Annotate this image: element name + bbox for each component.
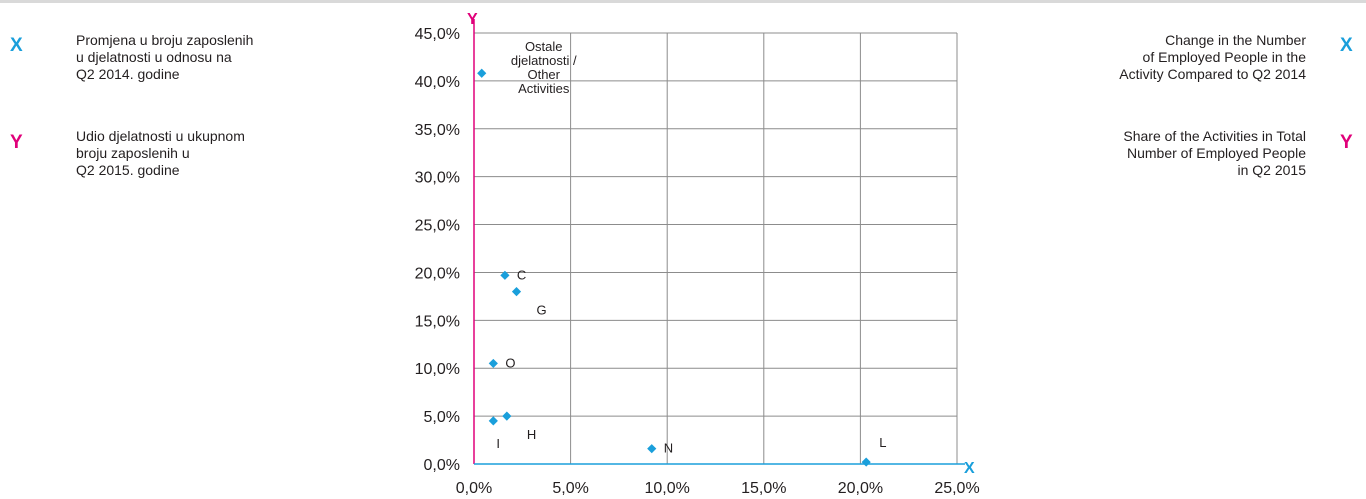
y-tick-label: 45,0%: [415, 26, 460, 43]
legend-x-text-left: Promjena u broju zaposlenih u djelatnost…: [76, 32, 254, 82]
legend-y-letter-left: Y: [10, 132, 23, 153]
y-tick-label: 5,0%: [424, 409, 460, 426]
legend-x-letter-left: X: [10, 35, 23, 56]
tick-labels: 0,0% 5,0% 10,0% 15,0% 20,0% 25,0% 30,0% 35,0% 40…: [415, 26, 980, 497]
legend-x-text-right: Change in the Number of Employed People …: [1119, 32, 1306, 82]
point-label: G: [537, 303, 547, 318]
y-tick-label: 20,0%: [415, 265, 460, 282]
data-point: [647, 444, 657, 454]
axes: YX: [467, 11, 975, 477]
y-tick-label: 30,0%: [415, 170, 460, 187]
point-label: Ostale djelatnosti / Other Activities: [511, 39, 577, 96]
grid: [474, 32, 958, 464]
point-label: L: [879, 435, 886, 450]
legend-y-text-right: Share of the Activities in Total Number …: [1123, 128, 1306, 178]
data-point: [502, 411, 512, 421]
point-label: O: [505, 355, 515, 370]
point-label: N: [664, 441, 673, 456]
data-point: [861, 457, 871, 467]
legend-y-text-left: Udio djelatnosti u ukupnom broju zaposle…: [76, 128, 245, 178]
x-tick-label: 15,0%: [741, 480, 786, 497]
y-axis-label: Y: [467, 11, 478, 28]
data-point: [477, 68, 487, 78]
data-point: [488, 416, 498, 426]
data-point: [500, 270, 510, 280]
data-point: [488, 358, 498, 369]
data-points: Ostale djelatnosti / Other Activities C G O H I N…: [477, 39, 886, 467]
top-rule: [0, 0, 1366, 3]
data-point: [511, 287, 522, 297]
point-label: I: [496, 436, 500, 451]
point-label: C: [517, 267, 526, 282]
x-tick-label: 25,0%: [934, 480, 979, 497]
legend-x-letter-right: X: [1340, 35, 1353, 56]
point-label: H: [527, 427, 536, 442]
x-tick-label: 0,0%: [456, 480, 492, 497]
y-tick-label: 10,0%: [415, 361, 460, 378]
y-tick-label: 35,0%: [415, 122, 460, 139]
x-tick-label: 20,0%: [838, 480, 883, 497]
y-tick-label: 0,0%: [424, 457, 460, 474]
y-tick-label: 15,0%: [415, 313, 460, 330]
x-tick-label: 10,0%: [645, 480, 690, 497]
legend-y-letter-right: Y: [1340, 132, 1353, 153]
x-axis-label: X: [964, 460, 975, 477]
y-tick-label: 25,0%: [415, 218, 460, 235]
y-tick-label: 40,0%: [415, 74, 460, 91]
x-tick-label: 5,0%: [552, 480, 588, 497]
